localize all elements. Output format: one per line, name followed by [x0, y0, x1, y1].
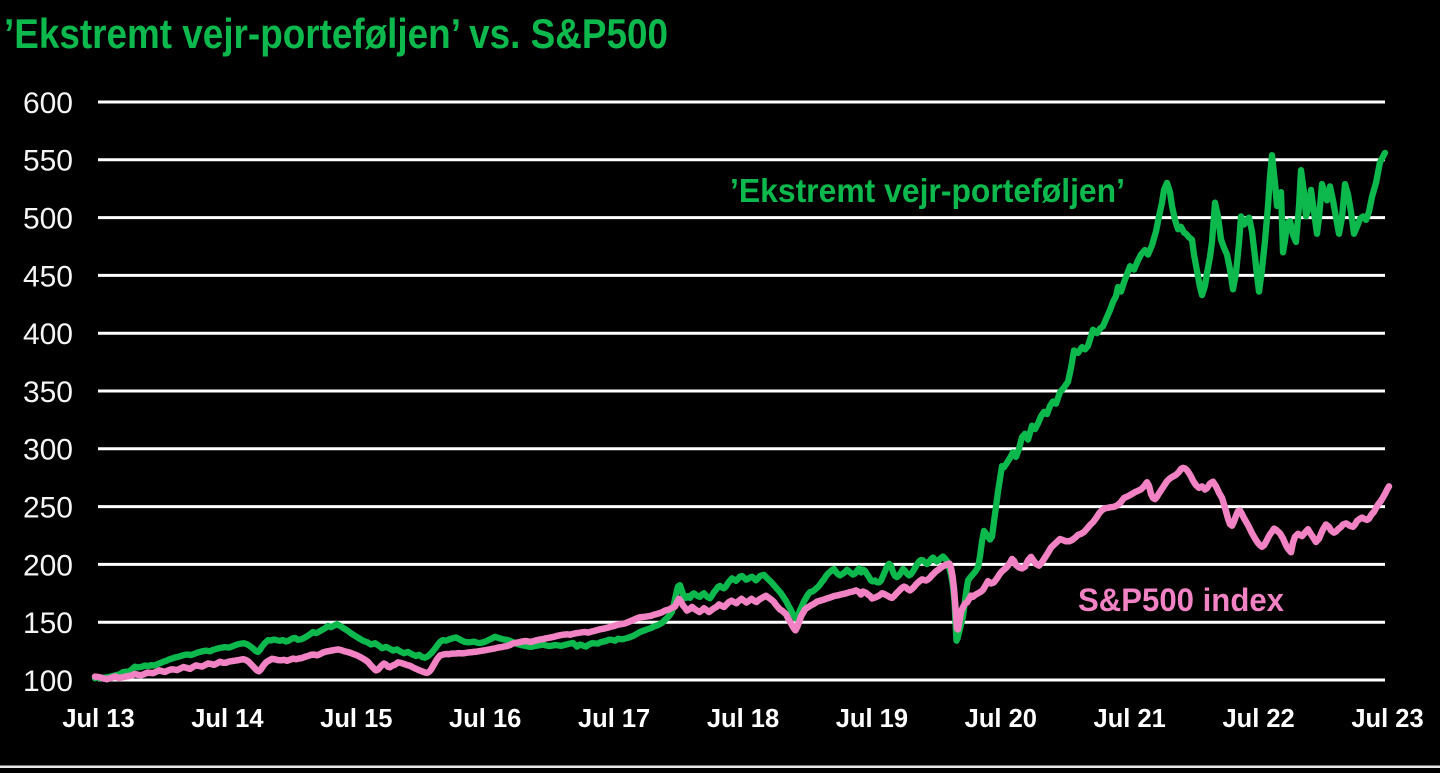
- svg-text:S&P500 index: S&P500 index: [1078, 582, 1284, 618]
- svg-text:Jul 14: Jul 14: [191, 705, 264, 733]
- svg-text:Jul 20: Jul 20: [965, 705, 1037, 733]
- svg-text:Jul 22: Jul 22: [1222, 705, 1294, 733]
- svg-text:350: 350: [23, 376, 73, 409]
- svg-text:300: 300: [23, 434, 73, 467]
- svg-text:500: 500: [23, 203, 73, 236]
- svg-text:Jul 19: Jul 19: [836, 705, 908, 733]
- svg-text:Jul 21: Jul 21: [1094, 705, 1166, 733]
- svg-text:200: 200: [23, 549, 73, 582]
- svg-text:100: 100: [23, 665, 73, 698]
- svg-text:Jul 18: Jul 18: [707, 705, 779, 733]
- svg-text:Jul 16: Jul 16: [449, 705, 521, 733]
- svg-text:’Ekstremt vejr-porteføljen’: ’Ekstremt vejr-porteføljen’: [730, 172, 1125, 209]
- svg-text:Jul 23: Jul 23: [1351, 705, 1423, 733]
- svg-text:Jul 13: Jul 13: [62, 705, 134, 733]
- svg-text:250: 250: [23, 492, 73, 525]
- svg-text:Jul 15: Jul 15: [320, 705, 392, 733]
- svg-text:150: 150: [23, 607, 73, 640]
- svg-text:400: 400: [23, 318, 73, 351]
- svg-text:600: 600: [23, 87, 73, 120]
- svg-text:450: 450: [23, 260, 73, 293]
- svg-text:’Ekstremt vejr-porteføljen’ vs: ’Ekstremt vejr-porteføljen’ vs. S&P500: [4, 10, 668, 57]
- svg-text:Jul 17: Jul 17: [578, 705, 650, 733]
- svg-text:550: 550: [23, 145, 73, 178]
